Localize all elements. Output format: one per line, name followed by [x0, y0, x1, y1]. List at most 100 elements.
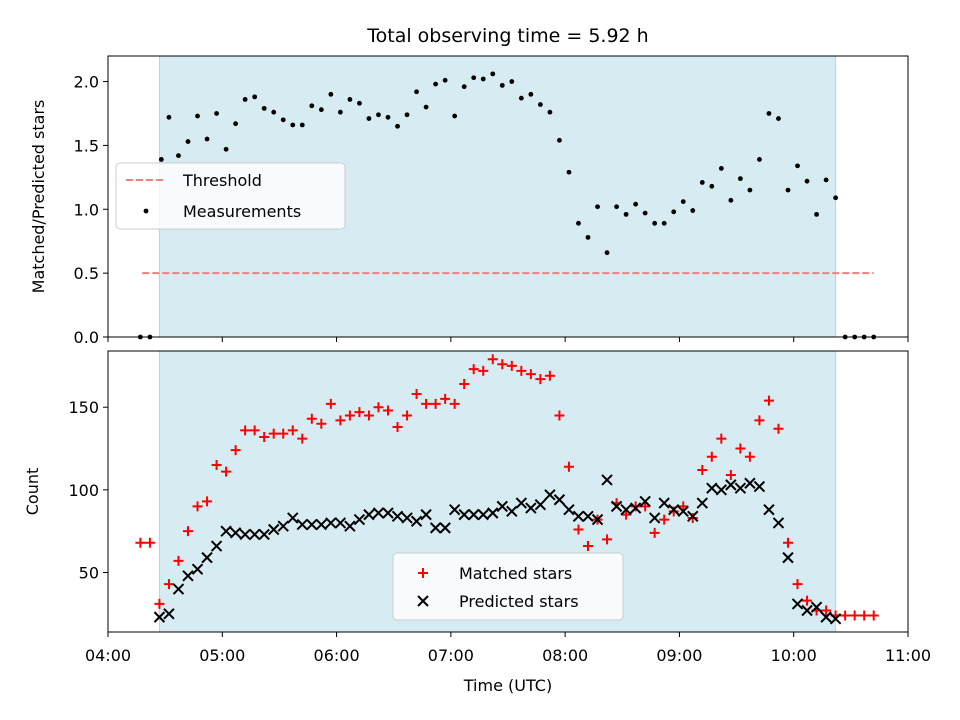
matched-star-point	[421, 398, 432, 409]
predicted-star-point	[182, 570, 194, 582]
matched-star-point	[525, 369, 536, 380]
y-tick-label: 1.0	[74, 200, 99, 219]
measurement-point	[690, 208, 696, 213]
measurement-point	[766, 111, 772, 116]
matched-star-point	[287, 425, 298, 436]
predicted-star-point	[639, 495, 651, 508]
measurement-point	[442, 77, 448, 83]
matched-star-point	[325, 398, 336, 409]
predicted-star-point	[734, 482, 747, 494]
legend-matched-swatch	[418, 568, 428, 578]
measurement-point	[757, 157, 762, 162]
measurement-point	[737, 176, 743, 182]
matched-star-point	[278, 428, 289, 439]
chart-title: Total observing time = 5.92 h	[366, 25, 648, 47]
predicted-star-point	[239, 528, 251, 541]
matched-star-point	[744, 451, 755, 462]
axes-frame	[107, 55, 909, 338]
predicted-star-point	[382, 507, 394, 519]
legend-measurement-label: Measurements	[183, 202, 301, 221]
measurement-point	[595, 204, 600, 210]
legend: Threshold Measurements	[115, 162, 346, 230]
predicted-star-point	[706, 482, 718, 494]
x-tick-label: 05:00	[199, 646, 245, 665]
measurement-point	[518, 95, 524, 101]
legend-predicted-label: Predicted stars	[459, 592, 579, 611]
predicted-star-point	[210, 540, 223, 552]
predicted-star-point	[334, 517, 347, 529]
matched-star-point	[383, 405, 393, 416]
matched-star-point	[135, 537, 146, 548]
matched-star-point	[687, 512, 698, 523]
measurement-point	[642, 210, 648, 216]
y-tick-label: 150	[68, 398, 99, 417]
matched-star-point	[583, 541, 593, 552]
x-tick-label: 06:00	[314, 646, 360, 665]
predicted-star-point	[582, 510, 594, 523]
predicted-star-point	[801, 604, 813, 617]
matched-star-point	[449, 398, 460, 409]
legend-box	[392, 552, 624, 621]
predicted-star-point	[629, 502, 642, 514]
measurement-point	[585, 234, 591, 240]
measurement-point	[337, 109, 343, 115]
measurement-point	[604, 250, 610, 256]
predicted-star-point	[229, 527, 242, 539]
predicted-star-point	[820, 611, 832, 623]
predicted-star-point	[601, 474, 613, 486]
predicted-star-point	[753, 480, 766, 493]
predicted-star-point	[172, 583, 185, 595]
x-tick-label: 11:00	[885, 646, 931, 665]
measurement-point	[233, 121, 239, 127]
matched-star-point	[240, 425, 251, 436]
predicted-star-point	[315, 518, 328, 531]
measurement-point	[290, 122, 296, 128]
measurement-point	[414, 89, 419, 95]
x-tick-label: 04:00	[85, 646, 131, 665]
predicted-star-point	[153, 611, 166, 623]
matched-star-point	[221, 466, 232, 477]
measurement-point	[823, 177, 829, 183]
matched-star-point	[659, 514, 670, 525]
y-tick-label: 50	[79, 563, 99, 582]
matched-star-point	[297, 433, 308, 444]
matched-star-point	[411, 388, 422, 399]
predicted-star-point	[534, 499, 547, 511]
matched-star-point	[735, 443, 746, 454]
predicted-star-point	[544, 489, 556, 501]
measurement-point	[633, 201, 639, 207]
x-tick-label: 10:00	[771, 646, 817, 665]
matched-star-point	[154, 598, 165, 609]
matched-star-point	[211, 460, 222, 471]
measurement-point	[328, 91, 334, 97]
panel-counts: 50 100 150 04:00 05:00 06:00 07:00 08:00 09:00 10…	[23, 350, 931, 695]
measurement-point	[795, 163, 800, 169]
predicted-star-point	[448, 503, 461, 516]
measurement-point	[680, 199, 686, 205]
measurement-point	[528, 91, 534, 97]
measurement-point	[785, 187, 791, 193]
predicted-star-point	[277, 520, 289, 532]
predicted-star-point	[353, 513, 366, 526]
predicted-star-point	[344, 520, 356, 532]
matched-star-point	[802, 595, 813, 606]
predicted-star-point	[525, 502, 537, 514]
matched-star-point	[430, 398, 441, 409]
measurement-point	[471, 75, 477, 81]
predicted-star-point	[306, 518, 318, 531]
matched-star-point	[630, 501, 641, 512]
measurement-point	[185, 139, 191, 144]
predicted-star-point	[563, 503, 575, 516]
matched-star-point	[573, 524, 584, 535]
matched-star-point	[783, 537, 793, 548]
predicted-star-point	[296, 518, 308, 531]
panel-ratio: 0.0 0.5 1.0 1.5 2.0 Total observing time = 5.…	[29, 25, 909, 347]
matched-star-point	[335, 415, 346, 426]
measurement-point	[385, 114, 391, 120]
measurement-point	[499, 82, 505, 88]
measurement-point	[433, 81, 439, 87]
legend-threshold-label: Threshold	[182, 171, 262, 190]
matched-star-point	[516, 365, 527, 376]
matched-star-point	[621, 509, 632, 520]
predicted-star-point	[401, 512, 413, 524]
